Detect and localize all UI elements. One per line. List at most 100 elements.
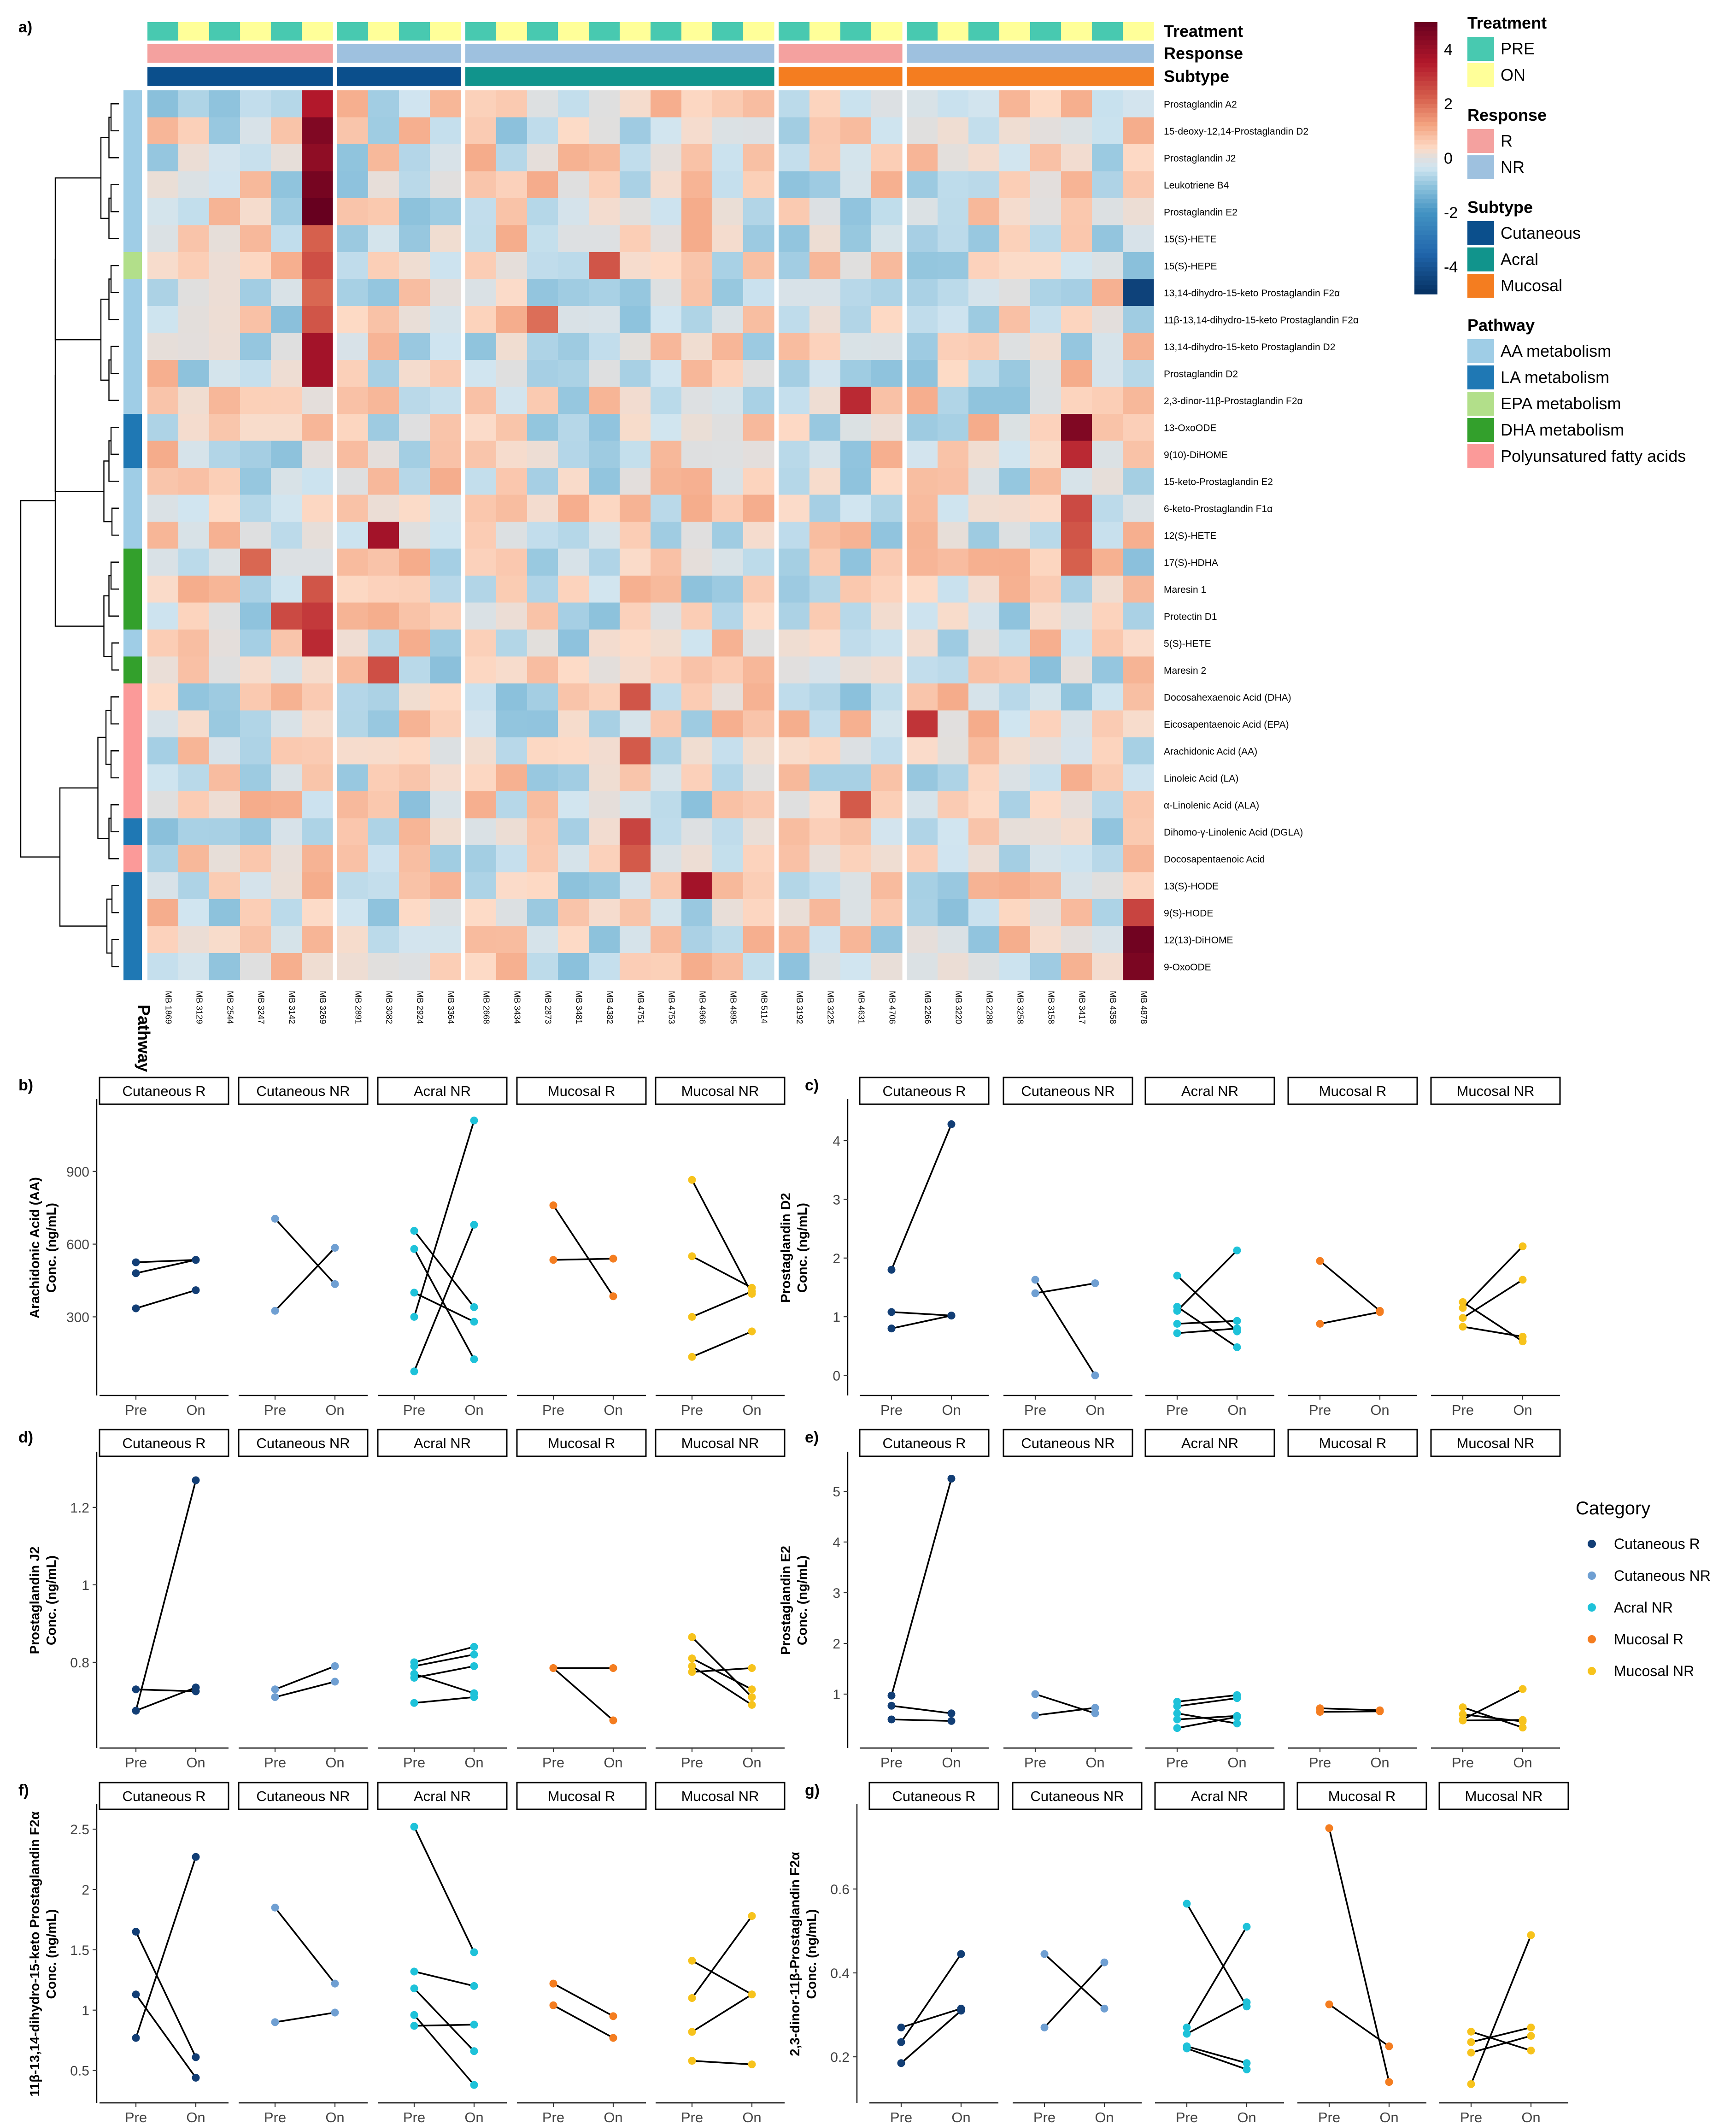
facet-strip-label: Mucosal NR bbox=[681, 1083, 759, 1099]
heatmap-cell bbox=[1030, 764, 1062, 792]
heatmap-cell bbox=[337, 387, 369, 414]
colorbar-step bbox=[1414, 90, 1437, 95]
y-tick-label: 0.2 bbox=[830, 2050, 850, 2065]
colorbar-step bbox=[1414, 112, 1437, 118]
heatmap-cell bbox=[368, 710, 399, 738]
data-point bbox=[1233, 1317, 1241, 1325]
x-tick-label: On bbox=[325, 2109, 344, 2125]
heatmap-cell bbox=[399, 683, 430, 711]
heatmap-cell bbox=[651, 926, 682, 954]
heatmap-cell bbox=[620, 683, 651, 711]
dendrogram-branch bbox=[108, 359, 119, 401]
facet-strip-label: Acral NR bbox=[414, 1788, 471, 1804]
heatmap-cell bbox=[968, 144, 1000, 172]
y-axis-title: 11β-13,14-dihydro-15-keto Prostaglandin … bbox=[28, 1811, 59, 2096]
heatmap-cell bbox=[527, 468, 558, 495]
colorbar-step bbox=[1414, 289, 1437, 294]
heatmap-cell bbox=[527, 602, 558, 630]
heatmap-cell bbox=[871, 333, 903, 360]
heatmap-cell bbox=[271, 252, 302, 280]
heatmap-cell bbox=[779, 171, 810, 199]
heatmap-cell bbox=[147, 764, 179, 792]
pair-line bbox=[552, 1205, 614, 1297]
heatmap-cell bbox=[809, 333, 841, 360]
heatmap-cell bbox=[527, 548, 558, 576]
pathway-legend-swatch bbox=[1467, 444, 1494, 468]
dendrogram-branch bbox=[54, 375, 104, 627]
heatmap-cell bbox=[368, 441, 399, 468]
heatmap-cell bbox=[271, 522, 302, 549]
data-point bbox=[748, 1327, 756, 1336]
heatmap-cell bbox=[620, 306, 651, 334]
heatmap-cell bbox=[907, 899, 938, 927]
heatmap-cell bbox=[496, 602, 528, 630]
heatmap-cell bbox=[430, 845, 461, 873]
x-tick-label: Pre bbox=[542, 1754, 564, 1771]
heatmap-cell bbox=[620, 548, 651, 576]
heatmap-cell bbox=[620, 764, 651, 792]
heatmap-cell bbox=[178, 953, 210, 981]
dendrogram-branch bbox=[105, 710, 111, 765]
heatmap-cell bbox=[1030, 710, 1062, 738]
heatmap-cell bbox=[907, 764, 938, 792]
heatmap-cell bbox=[209, 602, 240, 630]
heatmap-cell bbox=[1061, 360, 1092, 388]
facet-strip-label: Mucosal NR bbox=[681, 1788, 759, 1804]
colorbar-step bbox=[1414, 135, 1437, 141]
subtype-annotation-cell bbox=[779, 67, 810, 86]
heatmap-cell bbox=[681, 198, 713, 226]
data-point bbox=[688, 1662, 696, 1670]
heatmap-cell bbox=[938, 656, 969, 684]
heatmap-cell bbox=[240, 279, 271, 306]
heatmap-cell bbox=[779, 656, 810, 684]
heatmap-cell bbox=[999, 818, 1031, 846]
dendrogram-branch bbox=[111, 507, 119, 536]
heatmap-cell bbox=[240, 333, 271, 360]
data-point bbox=[748, 1685, 756, 1694]
heatmap-cell bbox=[496, 171, 528, 199]
x-tick-label: On bbox=[186, 2109, 205, 2125]
y-axis-title-line: Conc. (ng/mL) bbox=[795, 1555, 810, 1645]
heatmap-cell bbox=[589, 872, 620, 900]
heatmap-cell bbox=[589, 926, 620, 954]
data-point bbox=[192, 1256, 200, 1264]
heatmap-cell bbox=[527, 494, 558, 522]
pathway-annotation-cell bbox=[123, 548, 142, 576]
treatment-annotation-cell bbox=[871, 22, 903, 41]
heatmap-cell bbox=[430, 764, 461, 792]
heatmap-cell bbox=[743, 602, 774, 630]
heatmap-cell bbox=[178, 764, 210, 792]
heatmap-cell bbox=[938, 252, 969, 280]
heatmap-cell bbox=[938, 494, 969, 522]
heatmap-cell bbox=[399, 387, 430, 414]
heatmap-cell bbox=[496, 845, 528, 873]
heatmap-cell bbox=[589, 576, 620, 603]
data-point bbox=[1467, 2048, 1475, 2057]
heatmap-cell bbox=[620, 602, 651, 630]
treatment-annotation-cell bbox=[968, 22, 1000, 41]
heatmap-cell bbox=[368, 494, 399, 522]
pair-line bbox=[691, 1636, 753, 1698]
heatmap-cell bbox=[209, 279, 240, 306]
heatmap-cell bbox=[399, 468, 430, 495]
heatmap-cell bbox=[681, 953, 713, 981]
heatmap-cell bbox=[681, 522, 713, 549]
data-point bbox=[748, 1701, 756, 1709]
heatmap-cell bbox=[779, 198, 810, 226]
heatmap-cell bbox=[527, 198, 558, 226]
heatmap-cell bbox=[651, 306, 682, 334]
heatmap-cell bbox=[938, 818, 969, 846]
pair-line bbox=[414, 1673, 475, 1694]
response-annotation-cell bbox=[465, 44, 497, 63]
heatmap-cell bbox=[871, 630, 903, 657]
heatmap-cell bbox=[938, 576, 969, 603]
data-point bbox=[609, 1254, 617, 1263]
heatmap-cell bbox=[1092, 414, 1123, 441]
heatmap-cell bbox=[558, 737, 589, 765]
heatmap-cell bbox=[302, 387, 333, 414]
heatmap-cell bbox=[271, 953, 302, 981]
facet-strip bbox=[377, 1429, 508, 1457]
sample-label: MB 4751 bbox=[636, 991, 645, 1024]
heatmap-cell bbox=[302, 602, 333, 630]
